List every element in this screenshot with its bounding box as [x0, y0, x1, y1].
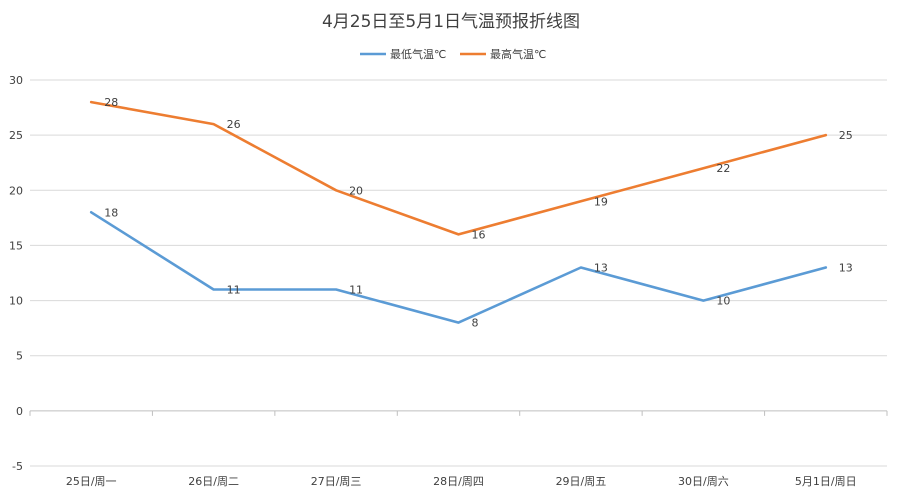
y-tick-label: -5	[12, 460, 23, 473]
y-axis-ticks: -5 0 5 10 15 20 25 30	[9, 74, 23, 473]
data-label: 11	[227, 284, 241, 297]
data-label: 16	[472, 228, 486, 241]
y-tick-label: 20	[9, 184, 23, 197]
y-tick-label: 0	[16, 405, 23, 418]
x-tick-label: 25日/周一	[66, 475, 117, 488]
data-label: 10	[716, 295, 730, 308]
series-line-0	[89, 211, 828, 324]
series-lines	[89, 100, 828, 324]
y-tick-label: 5	[16, 350, 23, 363]
legend-label-1: 最高气温℃	[490, 47, 546, 61]
legend-label-0: 最低气温℃	[390, 47, 446, 61]
y-tick-label: 10	[9, 295, 23, 308]
x-tick-label: 26日/周二	[188, 475, 239, 488]
y-tick-label: 25	[9, 129, 23, 142]
data-label: 8	[472, 317, 479, 330]
data-label: 18	[104, 206, 118, 219]
x-tick-label: 5月1日/周日	[795, 475, 857, 488]
data-label: 22	[716, 162, 730, 175]
data-label: 13	[839, 261, 853, 274]
x-tick-label: 28日/周四	[433, 475, 484, 488]
data-labels: 18 11 11 8 13 10 13 28 26 20 16 19 22 25	[104, 96, 853, 330]
legend: 最低气温℃ 最高气温℃	[360, 47, 546, 61]
y-tick-label: 15	[9, 239, 23, 252]
x-tick-label: 29日/周五	[556, 475, 607, 488]
series-line-1	[89, 100, 828, 236]
chart-title: 4月25日至5月1日气温预报折线图	[322, 12, 580, 32]
gridlines	[29, 79, 888, 467]
y-tick-label: 30	[9, 74, 23, 87]
data-label: 25	[839, 129, 853, 142]
x-axis-ticks: 25日/周一 26日/周二 27日/周三 28日/周四 29日/周五 30日/周六 5月1日…	[66, 475, 857, 488]
x-tick-label: 30日/周六	[678, 475, 729, 488]
data-label: 20	[349, 184, 363, 197]
data-label: 11	[349, 284, 363, 297]
data-label: 13	[594, 261, 608, 274]
x-tick-label: 27日/周三	[311, 475, 362, 488]
data-label: 28	[104, 96, 118, 109]
data-label: 26	[227, 118, 241, 131]
data-label: 19	[594, 195, 608, 208]
